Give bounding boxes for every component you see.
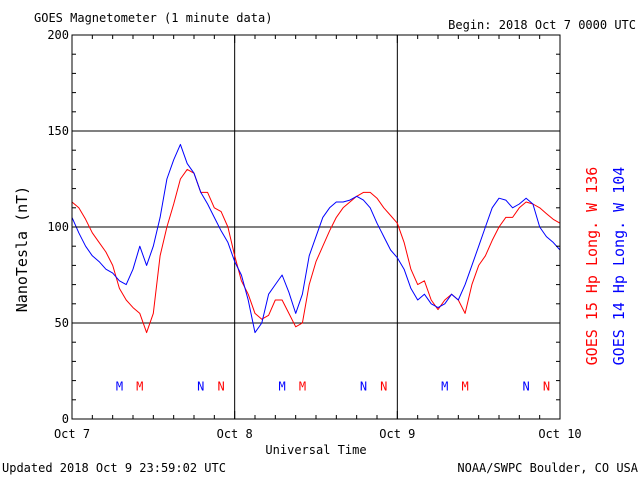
legend-goes15: GOES 15 Hp Long. W 136 (583, 167, 601, 366)
event-marker: N (197, 379, 204, 393)
x-tick-label: Oct 8 (217, 427, 253, 441)
grid-lines (72, 35, 560, 419)
tick-marks (71, 34, 561, 420)
credit: NOAA/SWPC Boulder, CO USA (457, 461, 638, 475)
x-tick-label: Oct 9 (379, 427, 415, 441)
event-marker: M (461, 379, 468, 393)
y-tick-label: 50 (55, 316, 69, 330)
series-lines (71, 143, 561, 334)
event-marker: N (543, 379, 550, 393)
y-tick-label: 0 (62, 412, 69, 426)
y-tick-label: 150 (47, 124, 69, 138)
x-axis-label: Universal Time (265, 443, 366, 457)
event-marker: M (299, 379, 306, 393)
event-marker: M (278, 379, 285, 393)
x-tick-labels: Oct 7 Oct 8 Oct 9 Oct 10 (54, 427, 582, 441)
begin-time: Begin: 2018 Oct 7 0000 UTC (448, 18, 636, 32)
x-tick-label: Oct 7 (54, 427, 90, 441)
legend-goes14: GOES 14 Hp Long. W 104 (610, 167, 628, 366)
event-marker: M (136, 379, 143, 393)
y-tick-label: 100 (47, 220, 69, 234)
y-axis-label: NanoTesla (nT) (13, 186, 31, 312)
event-marker: N (217, 379, 224, 393)
series-line-goes14 (71, 143, 561, 334)
y-tick-labels: 0 50 100 150 200 (47, 28, 69, 426)
event-marker: N (522, 379, 529, 393)
event-marker: N (360, 379, 367, 393)
x-tick-label: Oct 10 (538, 427, 581, 441)
event-marker: M (441, 379, 448, 393)
event-marker: N (380, 379, 387, 393)
chart-title: GOES Magnetometer (1 minute data) (34, 11, 272, 25)
updated-time: Updated 2018 Oct 9 23:59:02 UTC (2, 461, 226, 475)
event-marker: M (116, 379, 123, 393)
series-line-goes15 (71, 168, 561, 334)
y-tick-label: 200 (47, 28, 69, 42)
